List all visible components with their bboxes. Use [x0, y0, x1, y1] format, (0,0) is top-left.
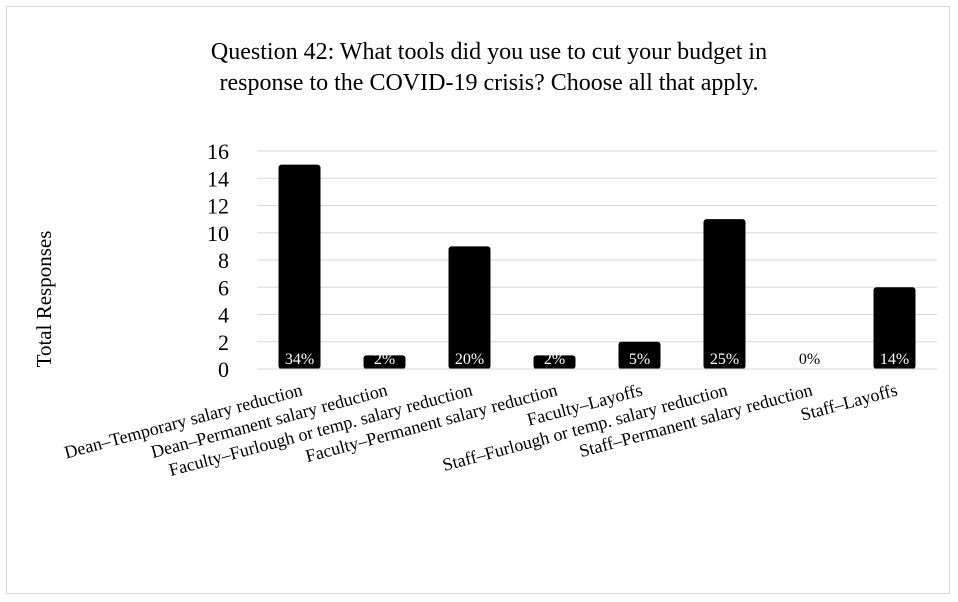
chart-title-line-2: response to the COVID-19 crisis? Choose …: [219, 70, 758, 96]
data-label: 2%: [374, 351, 395, 368]
gridlines: [257, 150, 937, 343]
bars: [278, 164, 916, 369]
data-label: 0%: [799, 351, 820, 368]
bar: [703, 219, 746, 369]
data-label: 2%: [544, 351, 565, 368]
bar-chart: Question 42: What tools did you use to c…: [32, 39, 937, 480]
data-label: 14%: [880, 351, 909, 368]
bar: [533, 355, 576, 369]
chart-frame: Question 42: What tools did you use to c…: [6, 6, 950, 594]
bar: [618, 341, 661, 369]
category-labels: Dean–Temporary salary reductionDean–Perm…: [62, 380, 899, 480]
category-label: Staff–Layoffs: [798, 380, 899, 425]
bar: [278, 164, 321, 369]
bar: [363, 355, 406, 369]
chart-title-line-1: Question 42: What tools did you use to c…: [211, 39, 767, 65]
y-tick-label: 6: [218, 275, 229, 300]
y-axis-label: Total Responses: [32, 231, 56, 368]
y-tick-label: 16: [207, 139, 229, 164]
data-label: 5%: [629, 351, 650, 368]
y-tick-label: 10: [207, 221, 229, 246]
data-label: 25%: [710, 351, 739, 368]
y-tick-label: 8: [218, 248, 229, 273]
data-label: 34%: [285, 351, 314, 368]
bar: [873, 287, 916, 369]
y-tick-label: 4: [218, 303, 229, 328]
y-tick-label: 2: [218, 330, 229, 355]
data-label: 20%: [455, 351, 484, 368]
bar: [448, 246, 491, 369]
y-tick-label: 14: [207, 166, 229, 191]
y-tick-label: 0: [218, 357, 229, 382]
y-tick-label: 12: [207, 194, 229, 219]
data-labels: 34% 2% 20% 2% 5% 25% 0% 14%: [285, 351, 909, 368]
